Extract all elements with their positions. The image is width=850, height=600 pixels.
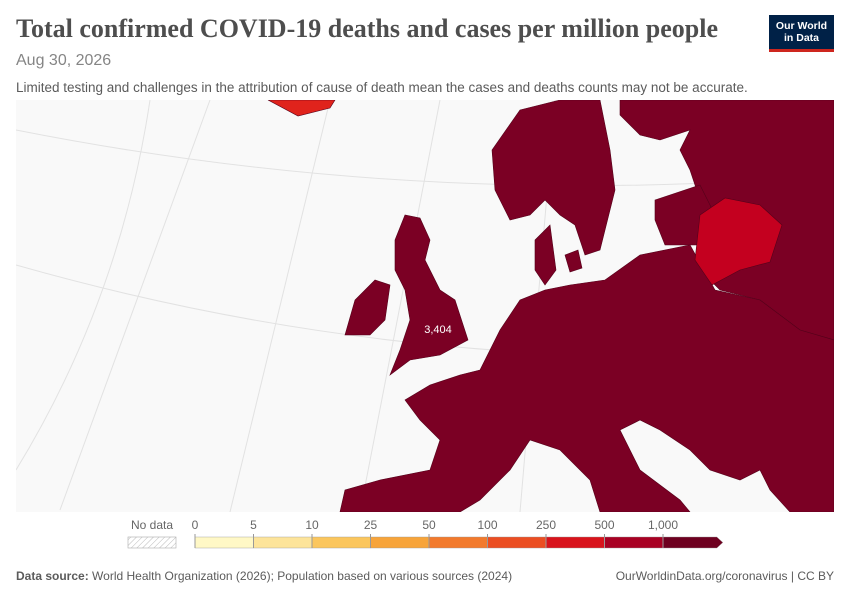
country xyxy=(534,224,557,286)
legend-tick-label: 1,000 xyxy=(648,518,678,532)
legend-tick-label: 10 xyxy=(305,518,319,532)
legend-tick-label: 500 xyxy=(594,518,614,532)
legend-tick-label: 25 xyxy=(364,518,378,532)
footer-source: Data source: World Health Organization (… xyxy=(16,569,512,583)
legend: 0 5 10 25 50 100 250 500 1,000 xyxy=(192,518,724,549)
subtitle: Aug 30, 2026 xyxy=(16,52,112,69)
legend-bin xyxy=(487,536,547,549)
country xyxy=(564,249,583,273)
legend-bin xyxy=(428,536,488,549)
legend-bin xyxy=(194,536,254,549)
country xyxy=(267,100,336,117)
legend-tick-label: 50 xyxy=(422,518,436,532)
source-text: World Health Organization (2026); Popula… xyxy=(92,569,513,583)
logo[interactable]: Our World in Data xyxy=(769,15,834,52)
logo-line: in Data xyxy=(783,32,819,44)
map-shapes xyxy=(16,100,834,512)
legend-tick-label: 250 xyxy=(536,518,556,532)
legend-tick-label: 5 xyxy=(250,518,257,532)
footer-link[interactable]: OurWorldinData.org/coronavirus | CC BY xyxy=(615,569,834,583)
country xyxy=(344,279,391,336)
legend-tick-label: 100 xyxy=(477,518,497,532)
legend-bin xyxy=(662,536,724,549)
legend-bin xyxy=(253,536,313,549)
graticule xyxy=(16,100,151,471)
legend-bin xyxy=(545,536,605,549)
legend-label: No data xyxy=(131,518,173,532)
note: Limited testing and challenges in the at… xyxy=(16,80,748,95)
graticule xyxy=(59,100,211,511)
source-label: Data source: xyxy=(16,569,89,583)
legend-bin xyxy=(370,536,430,549)
legend-tick-label: 0 xyxy=(192,518,199,532)
country xyxy=(491,100,616,256)
graticule xyxy=(229,100,331,512)
graticule xyxy=(359,100,441,512)
title: Total confirmed COVID-19 deaths and case… xyxy=(16,14,719,43)
country xyxy=(694,197,783,286)
country xyxy=(339,244,834,512)
legend-bin xyxy=(604,536,664,549)
no-data-swatch[interactable] xyxy=(127,536,177,549)
logo-line: Our World xyxy=(775,20,828,32)
map-label: 3,404 xyxy=(424,324,452,336)
country xyxy=(389,214,469,376)
legend-bin xyxy=(311,536,371,549)
